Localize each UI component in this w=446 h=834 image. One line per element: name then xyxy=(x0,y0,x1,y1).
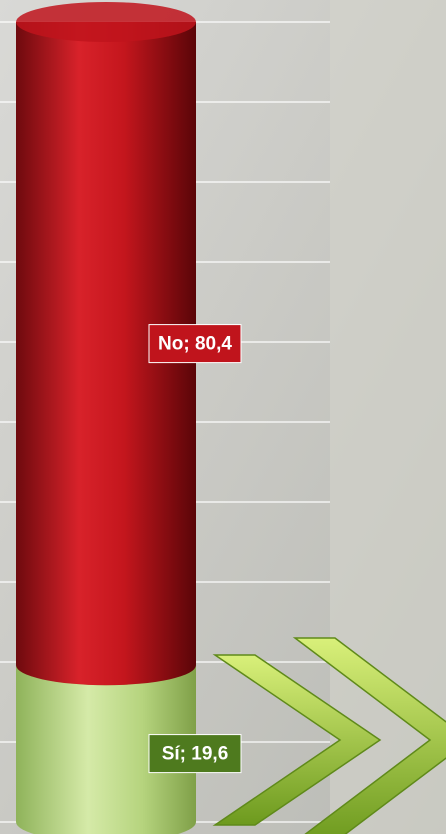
data-label: No; 80,4 xyxy=(158,334,232,355)
chevron xyxy=(212,654,382,826)
label-box xyxy=(148,324,242,364)
cylinder xyxy=(16,2,196,834)
chevron xyxy=(292,637,446,834)
label-box xyxy=(148,734,242,774)
segment-top xyxy=(16,2,196,42)
chevrons xyxy=(212,637,446,834)
cylinder-segment xyxy=(16,2,196,686)
segment-bottom xyxy=(16,802,196,834)
data-labels: Sí; 19,6 No; 80,4 xyxy=(148,324,242,774)
data-label: Sí; 19,6 xyxy=(162,744,229,765)
segment-bottom xyxy=(16,645,196,686)
